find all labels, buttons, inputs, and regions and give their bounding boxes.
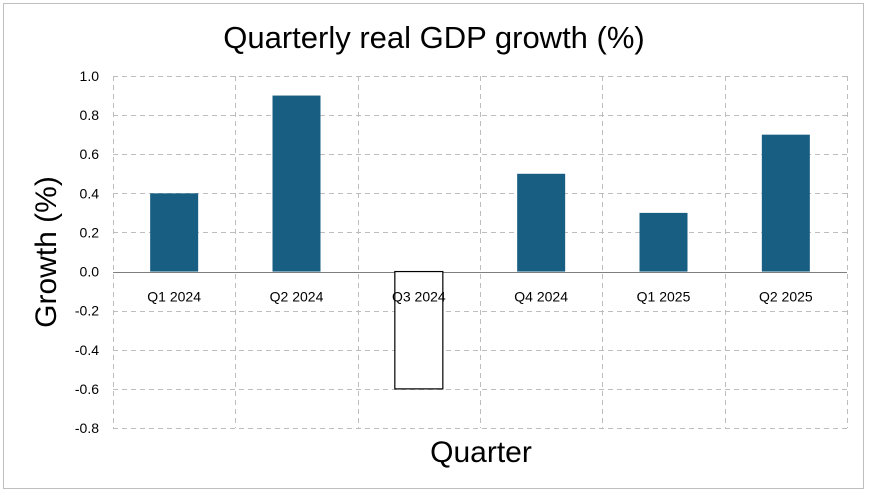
chart-frame <box>3 3 864 489</box>
category-label: Q4 2024 <box>514 289 568 305</box>
x-axis-title: Quarter <box>430 436 532 469</box>
y-tick-label: -0.2 <box>75 303 99 319</box>
y-tick-label: 1.0 <box>80 68 100 84</box>
category-label: Q3 2024 <box>392 289 446 305</box>
y-tick-label: -0.8 <box>75 420 99 436</box>
y-tick-label: 0.2 <box>80 224 100 240</box>
bar-q4-2024 <box>517 173 566 272</box>
gridlines <box>113 76 848 429</box>
bars <box>150 95 810 390</box>
y-tick-label: 0.6 <box>80 146 100 162</box>
bar-q3-2024 <box>394 270 444 390</box>
chart-title: Quarterly real GDP growth (%) <box>223 20 645 55</box>
y-tick-label: 0.0 <box>80 264 100 280</box>
category-labels: Q1 2024 Q2 2024 Q3 2024 Q4 2024 Q1 2025 Q2 20… <box>147 289 813 305</box>
category-label: Q2 2025 <box>759 289 813 305</box>
bar-q1-2024 <box>150 193 199 272</box>
category-label: Q1 2024 <box>147 289 201 305</box>
bar-q1-2025 <box>639 212 688 272</box>
y-axis-title: Growth (%) <box>30 176 63 328</box>
y-tick-labels: 1.0 0.8 0.6 0.4 0.2 0.0 -0.2 -0.4 -0.6 -0.8 <box>75 68 99 436</box>
y-tick-label: 0.8 <box>80 107 100 123</box>
y-tick-label: -0.6 <box>75 381 99 397</box>
bar-q2-2025 <box>761 134 810 272</box>
category-label: Q1 2025 <box>637 289 691 305</box>
category-label: Q2 2024 <box>270 289 324 305</box>
bar-q2-2024 <box>272 95 321 272</box>
y-tick-label: 0.4 <box>80 185 100 201</box>
y-tick-label: -0.4 <box>75 342 99 358</box>
